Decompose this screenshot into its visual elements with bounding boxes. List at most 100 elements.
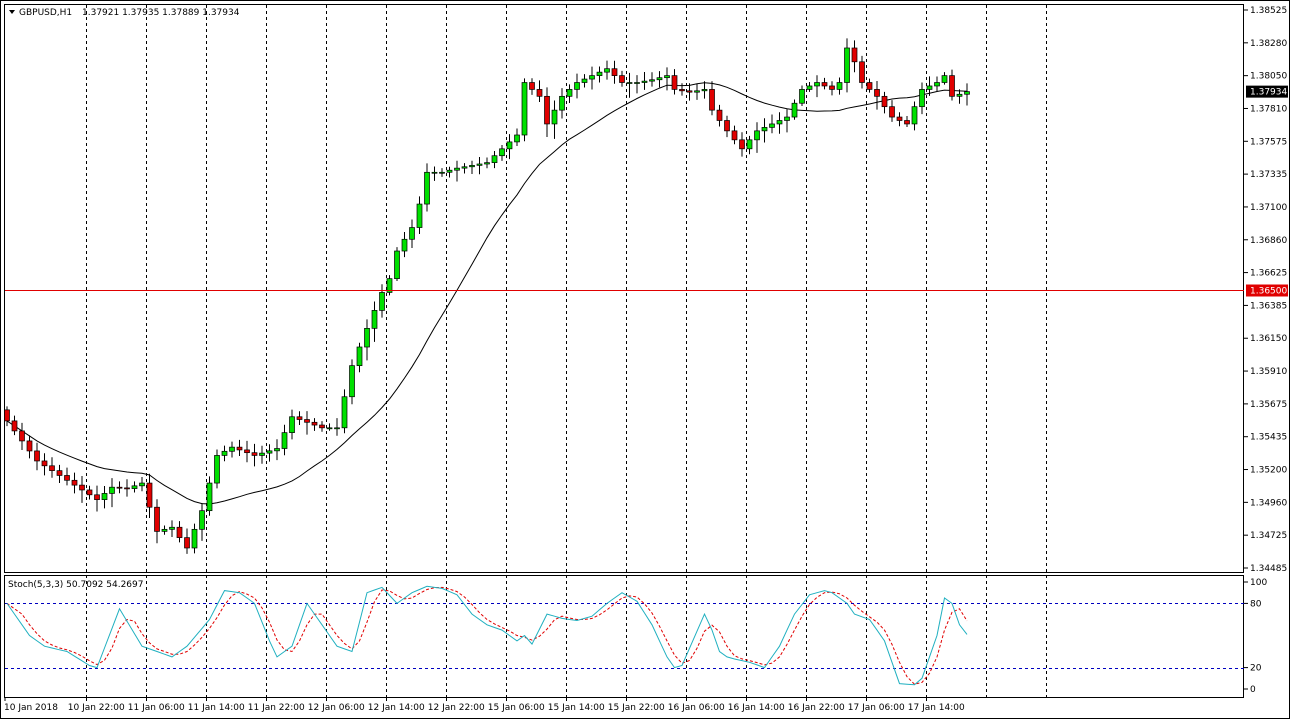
bull-candle: [364, 328, 370, 348]
ma-line: [6, 82, 968, 505]
bull-candle: [484, 162, 490, 165]
ohlc-readout: 1.37921 1.37935 1.37889 1.37934: [82, 8, 240, 18]
bear-candle: [851, 47, 858, 63]
bear-candle: [739, 139, 745, 150]
price-tick-label: 1.38525: [1250, 6, 1287, 16]
bull-candle: [424, 171, 430, 205]
bull-candle: [469, 165, 475, 168]
bear-candle: [11, 420, 18, 432]
bear-candle: [889, 106, 895, 118]
bull-candle: [229, 446, 235, 452]
bull-candle: [161, 528, 168, 532]
bull-candle: [566, 89, 573, 97]
stoch-signal-line: [6, 586, 968, 685]
bull-candle: [964, 91, 970, 95]
time-label: 16 Jan 22:00: [788, 703, 845, 713]
bear-candle: [79, 484, 85, 491]
bull-candle: [169, 526, 175, 530]
bull-candle: [761, 127, 768, 132]
bull-candle: [634, 82, 640, 84]
bull-candle: [799, 89, 805, 104]
stochastic-oscillator: [5, 585, 1244, 686]
time-label: 11 Jan 14:00: [188, 703, 245, 713]
bull-candle: [791, 102, 798, 118]
price-pane[interactable]: [4, 4, 1244, 573]
bull-candle: [349, 365, 355, 398]
bull-candle: [641, 80, 648, 83]
bull-candle: [131, 485, 138, 489]
bull-candle: [836, 82, 843, 90]
bull-candle: [956, 93, 963, 97]
bear-candle: [176, 526, 183, 538]
bull-candle: [139, 482, 145, 487]
bull-candle: [259, 452, 265, 456]
bear-candle: [949, 75, 955, 97]
bear-candle: [724, 120, 730, 132]
price-tick-label: 1.35200: [1250, 466, 1287, 476]
chevron-down-icon[interactable]: [9, 10, 15, 14]
bull-candle: [784, 116, 790, 121]
bear-candle: [124, 487, 130, 490]
bull-candle: [551, 109, 558, 125]
bear-candle: [26, 440, 33, 452]
bear-candle: [244, 449, 250, 454]
bear-candle: [296, 416, 303, 420]
time-label: 15 Jan 14:00: [548, 703, 605, 713]
price-tick-label: 1.34725: [1250, 531, 1287, 541]
price-tick-label: 1.38280: [1250, 39, 1287, 49]
bull-candle: [754, 130, 760, 141]
bear-candle: [146, 482, 153, 508]
bear-candle: [686, 90, 693, 93]
stoch-tick-label: 0: [1250, 685, 1256, 695]
bull-candle: [769, 123, 775, 128]
bear-candle: [236, 446, 243, 451]
bull-candle: [109, 486, 115, 494]
bull-candle: [476, 163, 483, 166]
bear-candle: [536, 89, 543, 97]
bear-candle: [319, 424, 325, 429]
moving-average: [6, 82, 968, 505]
stoch-tick-label: 20: [1250, 664, 1262, 674]
bull-candle: [341, 396, 348, 429]
bear-candle: [881, 95, 888, 108]
bull-candle: [221, 450, 228, 456]
price-tick-label: 1.38050: [1250, 72, 1287, 82]
bull-candle: [439, 171, 445, 174]
bull-candle: [941, 75, 948, 83]
bull-candle: [626, 82, 633, 84]
price-tick-label: 1.35910: [1250, 367, 1287, 377]
bull-candle: [701, 89, 708, 92]
bull-candle: [919, 89, 925, 108]
price-tick-label: 1.37335: [1250, 170, 1287, 180]
bull-candle: [574, 82, 580, 90]
price-tick-label: 1.36625: [1250, 269, 1287, 279]
stoch-pane[interactable]: [4, 575, 1244, 698]
bull-candle: [649, 79, 655, 82]
time-label: 15 Jan 22:00: [608, 703, 665, 713]
bull-candle: [281, 432, 288, 449]
bull-candle: [559, 95, 565, 111]
bull-candle: [491, 155, 498, 163]
bull-candle: [694, 90, 700, 93]
bear-candle: [904, 120, 910, 125]
bull-candle: [514, 134, 520, 143]
bear-candle: [251, 452, 258, 456]
bear-candle: [731, 130, 738, 141]
bear-candle: [859, 61, 865, 83]
bear-candle: [829, 85, 835, 90]
bear-candle: [4, 409, 10, 422]
chart-title: GBPUSD,H1: [19, 8, 72, 18]
price-tick-label: 1.34960: [1250, 498, 1287, 508]
bear-candle: [116, 486, 123, 489]
bull-candle: [911, 106, 918, 125]
bull-candle: [604, 68, 610, 73]
bear-candle: [709, 89, 715, 111]
bear-candle: [19, 430, 25, 442]
bull-candle: [401, 238, 408, 252]
bear-candle: [544, 95, 550, 125]
bear-candle: [679, 89, 685, 92]
bull-candle: [409, 227, 415, 240]
bull-candle: [664, 75, 670, 79]
bear-candle: [41, 460, 48, 467]
